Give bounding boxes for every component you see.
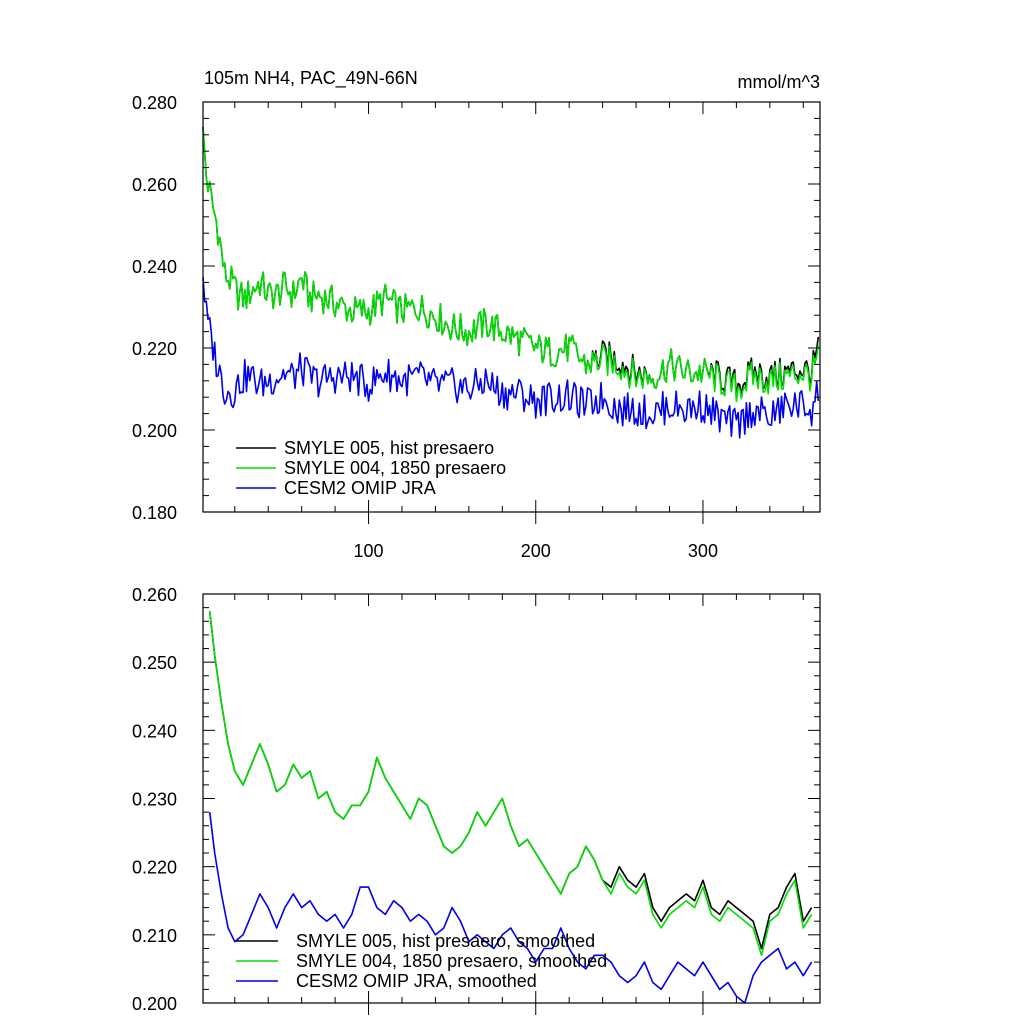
bottom-panel: 0.200 0.210 0.220 0.230 0.240 0.250 0.260 SMYL… (132, 585, 821, 1015)
series-line-3 (208, 812, 813, 1004)
y-tick-label: 0.250 (132, 653, 177, 673)
y-tick-label: 0.210 (132, 926, 177, 946)
y-tick-label: 0.220 (132, 858, 177, 878)
y-tick-label: 0.240 (132, 257, 177, 277)
y-tick-label: 0.260 (132, 585, 177, 605)
series-line-2 (208, 610, 813, 957)
bottom-axes: 0.200 0.210 0.220 0.230 0.240 0.250 0.260 (132, 585, 821, 1015)
legend-label-3: CESM2 OMIP JRA, smoothed (296, 971, 537, 991)
plot-frame (202, 101, 821, 513)
legend-label-2: SMYLE 004, 1850 presaero (284, 458, 506, 478)
y-tick-label: 0.260 (132, 175, 177, 195)
series-line-2 (202, 126, 820, 403)
legend-label-2: SMYLE 004, 1850 presaero, smoothed (296, 951, 607, 971)
x-tick-label: 200 (521, 541, 551, 561)
top-chart-title: 105m NH4, PAC_49N-66N (204, 68, 418, 89)
top-panel: 105m NH4, PAC_49N-66N mmol/m^3 0.180 0.20… (132, 68, 821, 561)
y-tick-label: 0.200 (132, 994, 177, 1014)
y-tick-label: 0.220 (132, 339, 177, 359)
legend-label-1: SMYLE 005, hist presaero, smoothed (296, 931, 595, 951)
y-tick-label: 0.200 (132, 421, 177, 441)
x-tick-label: 100 (354, 541, 384, 561)
y-tick-label: 0.280 (132, 93, 177, 113)
bottom-plot-area (208, 610, 813, 1004)
legend-label-3: CESM2 OMIP JRA (284, 478, 436, 498)
bottom-legend: SMYLE 005, hist presaero, smoothedSMYLE … (236, 931, 607, 991)
legend-label-1: SMYLE 005, hist presaero (284, 438, 494, 458)
top-plot-area (202, 126, 820, 439)
y-tick-label: 0.240 (132, 721, 177, 741)
x-tick-label: 300 (688, 541, 718, 561)
top-chart-units: mmol/m^3 (738, 72, 820, 92)
series-line-3 (202, 276, 820, 439)
y-tick-label: 0.230 (132, 790, 177, 810)
y-tick-label: 0.180 (132, 503, 177, 523)
top-axes: 0.180 0.200 0.220 0.240 0.260 0.280 100 200 300 (132, 93, 821, 561)
